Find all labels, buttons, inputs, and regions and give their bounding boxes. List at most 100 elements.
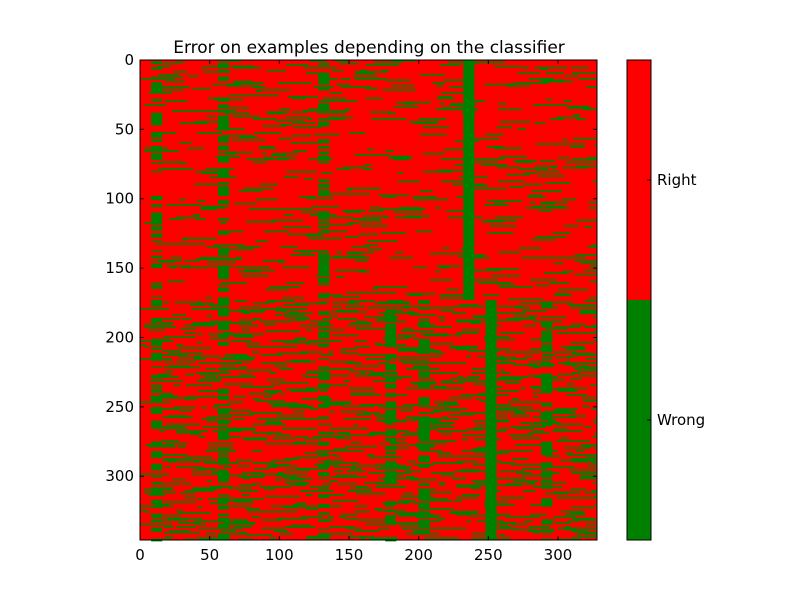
heatmap-cell-wrong: [318, 295, 330, 299]
heatmap-cell-wrong: [218, 499, 230, 503]
heatmap-cell-wrong: [318, 322, 330, 327]
heatmap-cell-wrong: [453, 334, 462, 337]
heatmap-cell-wrong: [151, 409, 163, 414]
heatmap-cell-wrong: [275, 434, 291, 437]
heatmap-cell-wrong: [218, 523, 230, 525]
heatmap-cell-wrong: [347, 251, 375, 254]
heatmap-cell-wrong: [385, 309, 397, 313]
heatmap-cell-wrong: [201, 417, 217, 420]
heatmap-cell-wrong: [254, 467, 270, 470]
heatmap-cell-wrong: [592, 462, 597, 464]
heatmap-cell-wrong: [151, 441, 163, 446]
heatmap-cell-wrong: [354, 374, 384, 377]
heatmap-cell-wrong: [184, 496, 196, 499]
heatmap-cell-wrong: [151, 347, 163, 350]
heatmap-cell-wrong: [570, 458, 597, 460]
heatmap-cell-wrong: [333, 255, 344, 258]
heatmap-cell-wrong: [158, 73, 180, 76]
heatmap-cell-wrong: [385, 509, 397, 513]
heatmap-cell-wrong: [406, 311, 415, 313]
heatmap-cell-wrong: [264, 323, 276, 326]
heatmap-cell-wrong: [386, 356, 419, 359]
heatmap-cell-wrong: [571, 460, 595, 463]
heatmap-cell-wrong: [413, 198, 448, 201]
heatmap-cell-wrong: [290, 390, 319, 392]
heatmap-cell-wrong: [456, 331, 479, 334]
heatmap-cell-wrong: [340, 78, 351, 80]
heatmap-cell-wrong: [365, 97, 383, 100]
heatmap-cell-wrong: [394, 208, 426, 211]
heatmap-cell-wrong: [218, 276, 230, 278]
heatmap-cell-wrong: [461, 329, 480, 331]
heatmap-cell-wrong: [541, 485, 553, 489]
heatmap-cell-wrong: [569, 415, 586, 417]
heatmap-cell-wrong: [528, 481, 535, 484]
heatmap-cell-wrong: [360, 476, 368, 478]
heatmap-cell-wrong: [541, 521, 553, 525]
heatmap-cell-wrong: [231, 139, 266, 141]
heatmap-cell-wrong: [567, 355, 578, 358]
heatmap-cell-wrong: [358, 354, 394, 356]
heatmap-cell-wrong: [151, 170, 163, 173]
heatmap-cell-wrong: [385, 455, 397, 457]
heatmap-cell-wrong: [431, 426, 455, 428]
heatmap-cell-wrong: [355, 72, 375, 75]
heatmap-cell-wrong: [291, 417, 322, 420]
heatmap-cell-wrong: [438, 481, 446, 484]
heatmap-cell-wrong: [162, 459, 177, 462]
heatmap-cell-wrong: [470, 322, 482, 324]
heatmap-cell-wrong: [151, 452, 163, 457]
heatmap-cell-wrong: [151, 516, 163, 518]
heatmap-cell-wrong: [296, 502, 306, 505]
heatmap-cell-wrong: [194, 121, 227, 123]
heatmap-cell-wrong: [321, 354, 334, 356]
heatmap-cell-wrong: [192, 487, 223, 489]
heatmap-cell-wrong: [290, 254, 316, 256]
heatmap-cell-wrong: [394, 512, 426, 514]
heatmap-cell-wrong: [247, 345, 267, 348]
heatmap-cell-wrong: [385, 437, 397, 442]
heatmap-cell-wrong: [318, 270, 330, 274]
heatmap-cell-wrong: [279, 392, 285, 395]
heatmap-cell-wrong: [329, 91, 343, 94]
heatmap-cell-wrong: [330, 311, 361, 313]
heatmap-cell-wrong: [530, 279, 557, 281]
heatmap-cell-wrong: [583, 496, 597, 499]
heatmap-cell-wrong: [456, 320, 480, 323]
heatmap-cell-wrong: [177, 445, 186, 448]
heatmap-cell-wrong: [594, 330, 597, 333]
heatmap-cell-wrong: [496, 166, 521, 169]
heatmap-cell-wrong: [355, 413, 372, 416]
heatmap-cell-wrong: [418, 478, 430, 481]
heatmap-cell-wrong: [209, 320, 232, 323]
heatmap-cell-wrong: [436, 452, 451, 455]
heatmap-cell-wrong: [224, 152, 237, 155]
heatmap-cell-wrong: [284, 526, 316, 528]
heatmap-cell-wrong: [308, 340, 343, 342]
heatmap-cell-wrong: [195, 170, 227, 173]
heatmap-cell-wrong: [206, 65, 228, 68]
heatmap-cell-wrong: [321, 433, 349, 435]
heatmap-cell-wrong: [276, 517, 308, 520]
heatmap-cell-wrong: [163, 336, 196, 338]
heatmap-cell-wrong: [252, 86, 266, 89]
heatmap-cell-wrong: [318, 232, 330, 234]
heatmap-cell-wrong: [566, 383, 575, 385]
heatmap-cell-wrong: [541, 533, 553, 535]
heatmap-cell-wrong: [304, 177, 313, 180]
heatmap-cell-wrong: [517, 72, 540, 75]
heatmap-cell-wrong: [238, 366, 248, 369]
heatmap-cell-wrong: [374, 302, 409, 305]
heatmap-cell-wrong: [498, 103, 507, 105]
heatmap-cell-wrong: [272, 437, 297, 440]
heatmap-cell-wrong: [326, 256, 343, 259]
heatmap-cell-wrong: [594, 433, 597, 435]
heatmap-cell-wrong: [194, 355, 221, 358]
heatmap-cell-wrong: [578, 477, 597, 480]
heatmap-cell-wrong: [556, 116, 581, 119]
heatmap-cell-wrong: [386, 521, 419, 524]
heatmap-cell-wrong: [385, 359, 397, 362]
heatmap-cell-wrong: [144, 104, 167, 107]
heatmap-cell-wrong: [450, 510, 479, 513]
